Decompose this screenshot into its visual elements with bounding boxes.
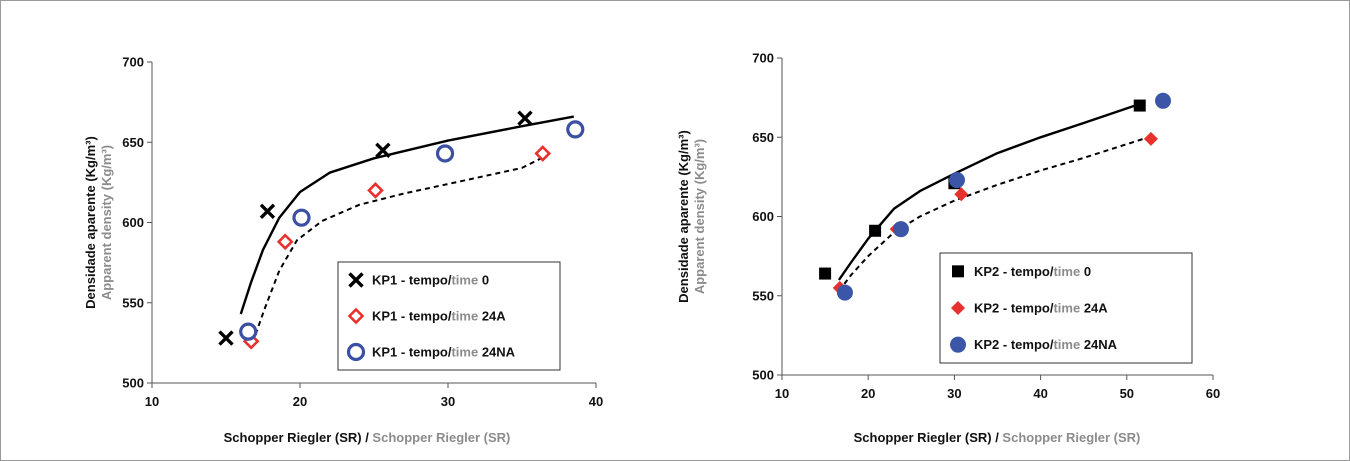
x-axis-label: Schopper Riegler (SR) / Schopper Riegler… — [854, 430, 1141, 445]
data-point — [1133, 99, 1146, 112]
y-axis-label-en: Apparent density (Kg/m³) — [99, 145, 114, 300]
y-axis-label-pt: Densidade aparente (Kg/m³) — [676, 130, 691, 303]
legend-entry: KP2 - tempo/time 0 — [974, 264, 1091, 279]
x-tick-label: 60 — [1206, 386, 1220, 401]
legend-entry: KP1 - tempo/time 24A — [372, 309, 506, 324]
data-point — [1143, 131, 1158, 146]
trendline-solid — [239, 115, 575, 315]
legend-entry: KP1 - tempo/time 0 — [372, 273, 489, 288]
legend-entry-pt: KP1 - tempo/ — [372, 273, 452, 288]
legend-entry-en: time — [1053, 337, 1080, 352]
chart-1: 500 550 600 650 700 10 20 30 40 Schopper Riegler … — [83, 55, 603, 446]
data-point — [367, 182, 384, 199]
x-tick-label: 30 — [947, 386, 961, 401]
series-3 — [836, 92, 1172, 301]
x-axis-label: Schopper Riegler (SR) / Schopper Riegler… — [224, 430, 511, 445]
x-axis-label-pt: Schopper Riegler (SR) — [854, 430, 992, 445]
x-axis-label-pt: Schopper Riegler (SR) — [224, 430, 362, 445]
data-point — [836, 284, 853, 301]
x-tick-label: 10 — [145, 394, 159, 409]
y-tick-label: 650 — [122, 135, 144, 150]
legend-entry-pt: KP1 - tempo/ — [372, 345, 452, 360]
legend-entry: KP2 - tempo/time 24A — [974, 301, 1108, 316]
y-tick-label: 650 — [752, 130, 774, 145]
data-point — [239, 322, 258, 341]
y-axis-label-en: Apparent density (Kg/m³) — [692, 139, 707, 294]
legend-box — [337, 261, 561, 371]
legend-entry-suffix: 24A — [1080, 301, 1108, 316]
legend-entry-en: time — [1053, 264, 1080, 279]
x-tick-label: 40 — [1033, 386, 1047, 401]
legend-entry-pt: KP2 - tempo/ — [974, 301, 1054, 316]
data-point — [1155, 92, 1172, 109]
legend-entry-suffix: 0 — [1080, 264, 1091, 279]
y-tick-label: 500 — [752, 368, 774, 383]
y-tick-label: 550 — [122, 295, 144, 310]
y-tick-label: 500 — [122, 376, 144, 391]
x-axis-label-sep: / — [992, 430, 1003, 445]
trendline-dashed — [838, 136, 1149, 292]
legend-entry-en: time — [451, 309, 478, 324]
legend-box — [939, 252, 1193, 364]
y-tick-label: 600 — [752, 209, 774, 224]
y-tick-label: 700 — [752, 51, 774, 66]
legend-entry: KP1 - tempo/time 24NA — [372, 345, 516, 360]
x-axis-label-sep: / — [362, 430, 373, 445]
legend-marker — [950, 336, 966, 353]
legend-entry-suffix: 24A — [478, 309, 506, 324]
data-point — [566, 120, 585, 139]
x-tick-label: 20 — [293, 394, 307, 409]
legend-marker — [951, 301, 965, 315]
data-point — [892, 221, 909, 238]
series-1 — [218, 110, 533, 346]
data-point-b — [218, 330, 234, 346]
legend-entry: KP2 - tempo/time 24NA — [974, 337, 1118, 352]
data-point — [819, 267, 832, 280]
legend-entry-pt: KP2 - tempo/ — [974, 264, 1054, 279]
legend-entry-en: time — [1053, 301, 1080, 316]
trendline-solid — [837, 102, 1141, 281]
x-tick-label: 10 — [775, 386, 789, 401]
data-point-b — [517, 110, 533, 126]
x-tick-label: 40 — [589, 394, 603, 409]
y-tick-label: 700 — [122, 55, 144, 70]
legend-entry-suffix: 24NA — [1080, 337, 1117, 352]
x-axis-label-en: Schopper Riegler (SR) — [1002, 430, 1140, 445]
x-axis-label-en: Schopper Riegler (SR) — [372, 430, 510, 445]
data-point — [292, 208, 311, 227]
legend-entry-en: time — [451, 273, 478, 288]
data-point-b — [375, 142, 391, 158]
data-point — [276, 233, 294, 251]
legend-entry-pt: KP1 - tempo/ — [372, 309, 452, 324]
series-3 — [239, 120, 585, 341]
legend-marker-b — [348, 272, 364, 288]
x-tick-label: 20 — [861, 386, 875, 401]
y-tick-label: 600 — [122, 215, 144, 230]
x-tick-label: 30 — [441, 394, 455, 409]
data-point — [948, 172, 965, 189]
y-tick-label: 550 — [752, 288, 774, 303]
legend-marker — [346, 342, 366, 362]
legend-marker — [952, 265, 964, 278]
y-axis-label-pt: Densidade aparente (Kg/m³) — [83, 136, 98, 309]
data-point — [435, 144, 455, 163]
data-point — [954, 187, 969, 202]
trendline-dashed — [251, 155, 545, 344]
data-point-b — [259, 203, 276, 219]
legend-marker — [347, 307, 365, 325]
chart-2: 500 550 600 650 700 10 20 30 40 50 60 Schopper Rieg… — [676, 51, 1220, 446]
data-point — [534, 145, 552, 162]
legend-entry-suffix: 24NA — [478, 345, 515, 360]
x-tick-label: 50 — [1120, 386, 1134, 401]
legend-entry-en: time — [451, 345, 478, 360]
legend-entry-pt: KP2 - tempo/ — [974, 337, 1054, 352]
legend-entry-suffix: 0 — [478, 273, 489, 288]
data-point — [869, 224, 882, 237]
